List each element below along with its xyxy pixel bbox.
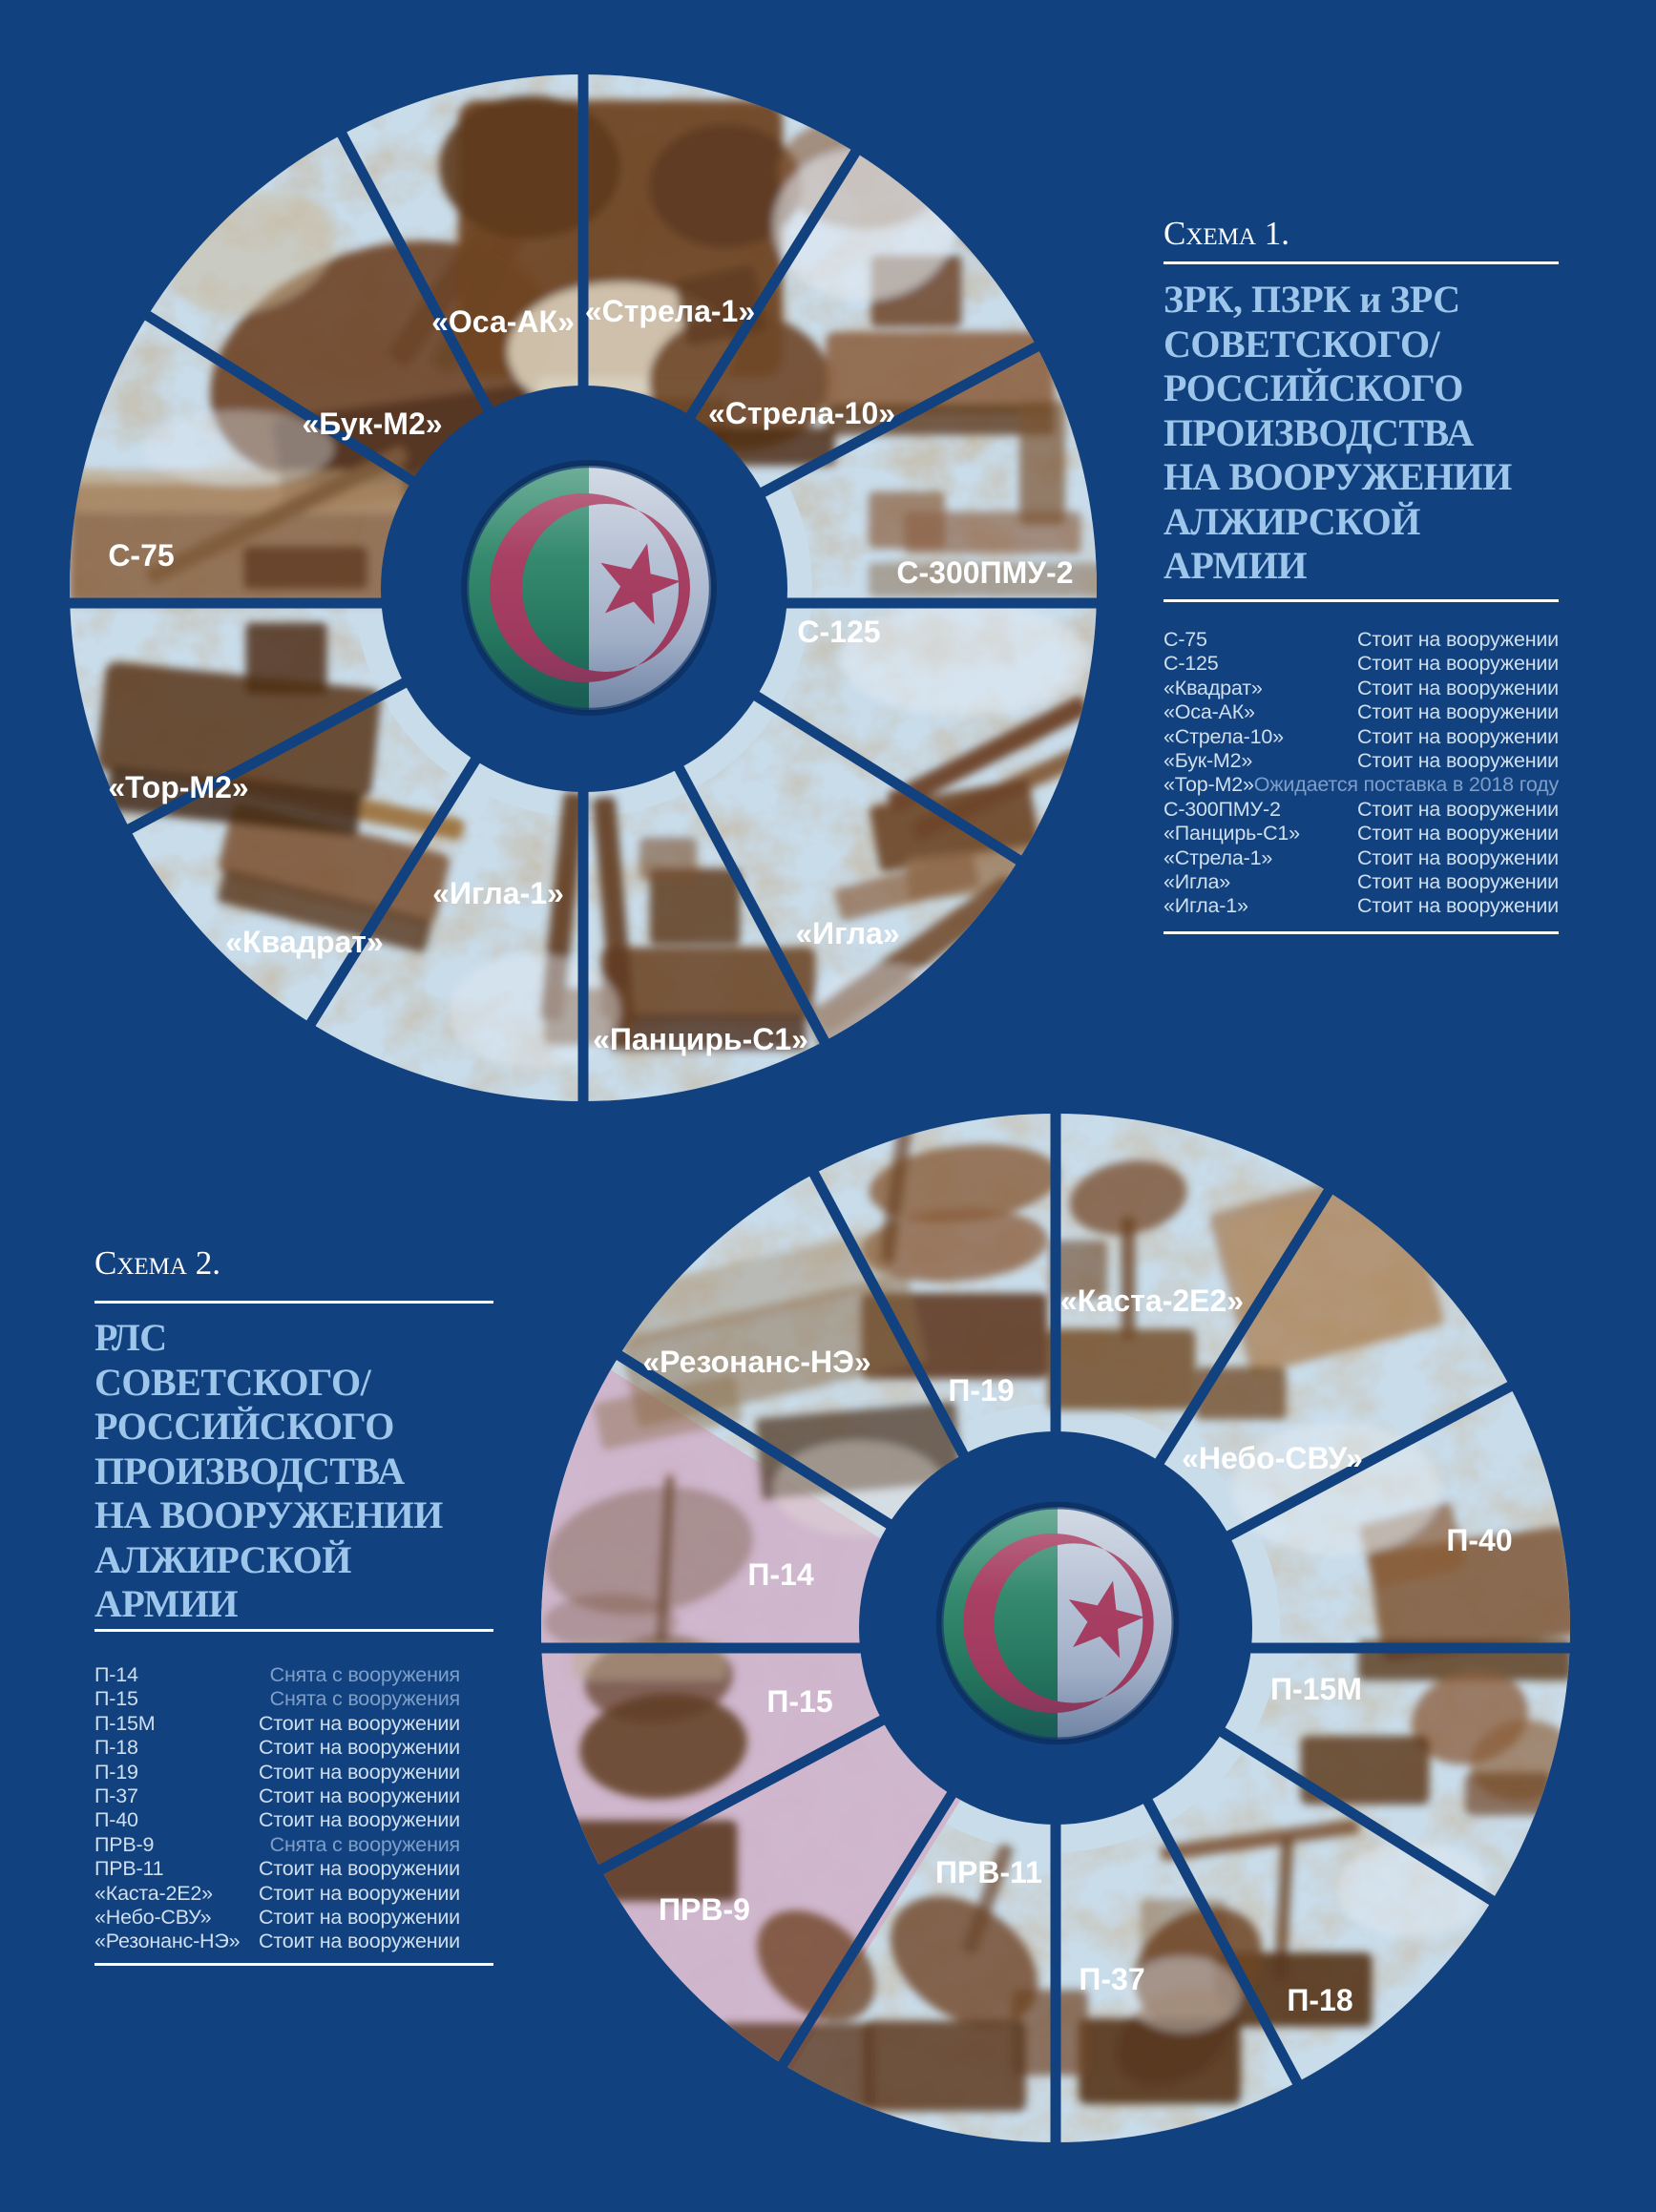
svg-text:П-19: П-19 (948, 1373, 1014, 1408)
svg-text:«Небо-СВУ»: «Небо-СВУ» (1182, 1441, 1363, 1475)
svg-text:ПРВ-11: ПРВ-11 (935, 1855, 1042, 1889)
svg-text:«Стрела-10»: «Стрела-10» (708, 396, 895, 430)
svg-text:П-15: П-15 (766, 1684, 832, 1719)
svg-text:ПРВ-9: ПРВ-9 (659, 1892, 750, 1927)
svg-text:П-40: П-40 (1446, 1523, 1512, 1557)
svg-text:«Игла-1»: «Игла-1» (432, 876, 564, 910)
svg-text:«Стрела-1»: «Стрела-1» (585, 294, 755, 328)
svg-text:«Квадрат»: «Квадрат» (225, 925, 384, 959)
svg-text:«Резонанс-НЭ»: «Резонанс-НЭ» (642, 1345, 870, 1379)
svg-text:«Тор-М2»: «Тор-М2» (108, 770, 248, 804)
svg-text:«Бук-М2»: «Бук-М2» (302, 407, 442, 441)
svg-text:С-300ПМУ-2: С-300ПМУ-2 (896, 555, 1073, 590)
svg-text:П-18: П-18 (1287, 1983, 1352, 2017)
svg-text:П-14: П-14 (747, 1557, 813, 1592)
svg-text:«Каста-2Е2»: «Каста-2Е2» (1060, 1283, 1244, 1318)
svg-text:С-125: С-125 (797, 615, 880, 649)
svg-text:П-37: П-37 (1079, 1962, 1144, 1996)
svg-text:«Игла»: «Игла» (795, 916, 899, 950)
svg-text:С-75: С-75 (108, 538, 174, 573)
svg-text:П-15М: П-15М (1270, 1672, 1362, 1706)
svg-text:«Панцирь-С1»: «Панцирь-С1» (593, 1022, 808, 1056)
svg-text:«Оса-АК»: «Оса-АК» (431, 304, 575, 339)
